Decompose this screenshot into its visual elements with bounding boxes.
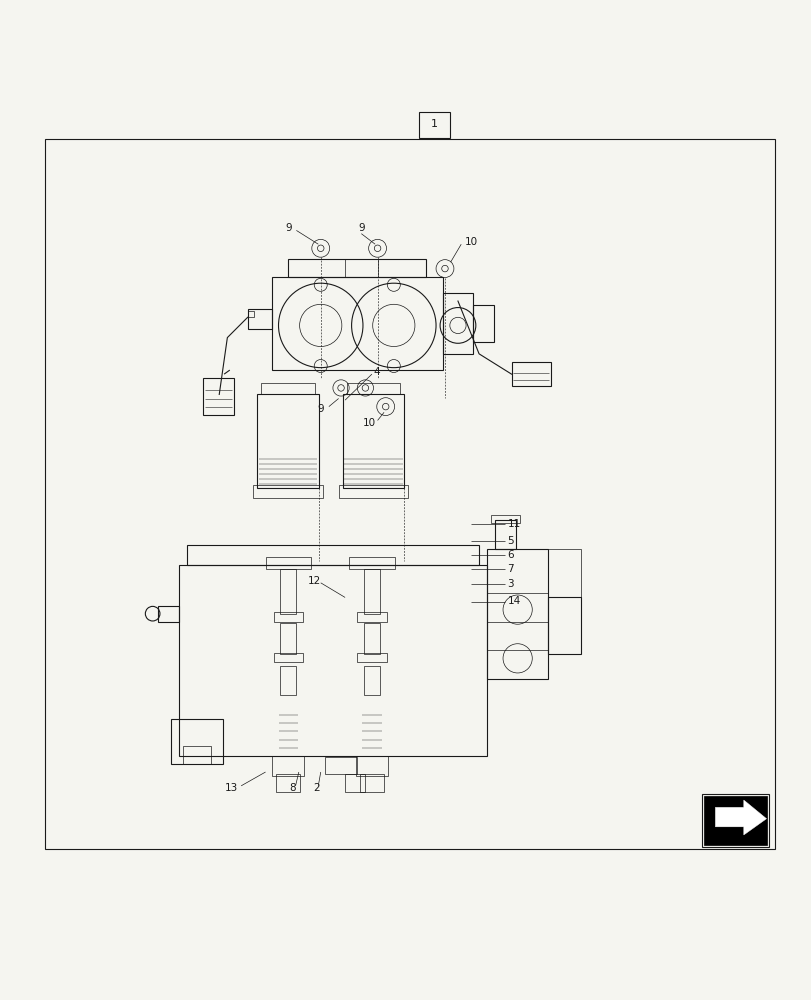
Bar: [363, 569, 380, 614]
Bar: [487, 549, 547, 679]
Text: 1: 1: [431, 119, 437, 129]
Bar: [349, 557, 394, 569]
Bar: [265, 557, 311, 569]
Bar: [273, 612, 303, 622]
Bar: [324, 757, 357, 774]
Bar: [261, 383, 315, 394]
Bar: [357, 612, 386, 622]
Bar: [272, 277, 442, 370]
Bar: [178, 565, 487, 756]
Bar: [357, 653, 386, 662]
Bar: [257, 394, 319, 488]
Bar: [418, 112, 449, 138]
Bar: [345, 774, 365, 792]
Text: 14: 14: [507, 596, 520, 606]
Bar: [182, 746, 211, 764]
Bar: [547, 597, 580, 654]
Bar: [359, 774, 384, 792]
Text: 6: 6: [507, 550, 513, 560]
Bar: [338, 485, 408, 498]
Bar: [547, 549, 580, 597]
Bar: [363, 666, 380, 695]
Bar: [703, 796, 766, 845]
Bar: [495, 520, 515, 549]
Text: 5: 5: [507, 536, 513, 546]
Bar: [45, 139, 775, 849]
Bar: [363, 623, 380, 654]
Bar: [158, 606, 178, 622]
Bar: [473, 305, 493, 342]
Text: 8: 8: [289, 783, 295, 793]
Text: 9: 9: [317, 404, 324, 414]
Text: 9: 9: [358, 223, 364, 233]
Text: 12: 12: [307, 576, 320, 586]
Text: 9: 9: [285, 223, 291, 233]
Bar: [491, 515, 519, 523]
Bar: [170, 719, 223, 764]
Bar: [253, 485, 323, 498]
Bar: [346, 383, 400, 394]
Bar: [273, 653, 303, 662]
Bar: [355, 756, 388, 776]
Text: 3: 3: [507, 579, 513, 589]
Bar: [247, 311, 254, 317]
Bar: [276, 774, 300, 792]
Text: 10: 10: [363, 418, 375, 428]
Bar: [511, 362, 550, 386]
Bar: [702, 794, 768, 847]
Bar: [247, 309, 272, 329]
Bar: [280, 623, 296, 654]
Text: 4: 4: [373, 367, 380, 377]
Bar: [288, 259, 426, 277]
Bar: [442, 293, 473, 354]
Bar: [280, 569, 296, 614]
Text: 13: 13: [225, 783, 238, 793]
Bar: [203, 378, 234, 415]
Text: 10: 10: [464, 237, 477, 247]
Polygon shape: [714, 800, 766, 835]
Bar: [280, 666, 296, 695]
Bar: [272, 756, 304, 776]
Text: 7: 7: [507, 564, 513, 574]
Bar: [187, 545, 478, 565]
Bar: [342, 394, 404, 488]
Text: 2: 2: [313, 783, 320, 793]
Text: 11: 11: [507, 519, 520, 529]
